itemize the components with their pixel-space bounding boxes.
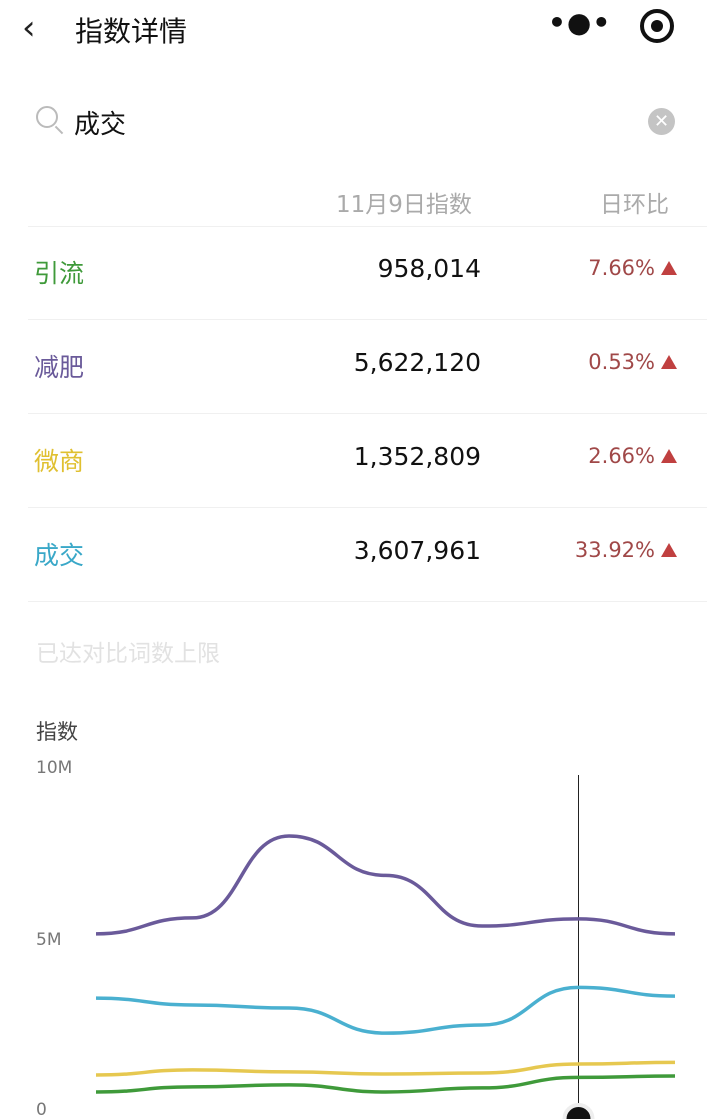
more-dots-icon[interactable]: •●• bbox=[548, 6, 612, 39]
search-icon bbox=[36, 106, 58, 128]
y-axis-label: 指数 bbox=[36, 720, 78, 744]
y-tick-5m: 5M bbox=[36, 930, 62, 950]
up-triangle-icon bbox=[661, 355, 677, 369]
up-triangle-icon bbox=[661, 261, 677, 275]
up-triangle-icon bbox=[661, 449, 677, 463]
column-header-change: 日环比 bbox=[600, 192, 669, 218]
app-header: ‹ 指数详情 •●• bbox=[0, 0, 707, 56]
series-line-0 bbox=[95, 834, 676, 936]
change-value: 2.66% bbox=[588, 444, 655, 468]
change-value: 7.66% bbox=[588, 256, 655, 280]
keyword-row[interactable]: 减肥 5,622,120 0.53% bbox=[28, 320, 707, 414]
y-tick-10m: 10M bbox=[36, 758, 73, 778]
keyword-row[interactable]: 成交 3,607,961 33.92% bbox=[28, 508, 707, 602]
column-header-index: 11月9日指数 bbox=[336, 192, 472, 218]
keyword-row[interactable]: 引流 958,014 7.66% bbox=[28, 226, 707, 320]
change-value: 33.92% bbox=[574, 538, 655, 562]
keyword-row[interactable]: 微商 1,352,809 2.66% bbox=[28, 414, 707, 508]
clear-icon[interactable]: ✕ bbox=[648, 108, 675, 135]
series-line-3 bbox=[95, 1074, 676, 1094]
limit-note: 已达对比词数上限 bbox=[36, 641, 220, 667]
keyword-name: 微商 bbox=[34, 447, 85, 476]
change-value: 0.53% bbox=[588, 350, 655, 374]
index-value: 3,607,961 bbox=[353, 536, 481, 565]
index-value: 5,622,120 bbox=[353, 348, 481, 377]
series-line-2 bbox=[95, 1060, 676, 1077]
cursor-handle[interactable] bbox=[562, 1103, 595, 1119]
keyword-name: 减肥 bbox=[34, 353, 85, 382]
divider bbox=[28, 226, 707, 227]
chevron-left-icon[interactable]: ‹ bbox=[22, 8, 36, 48]
keyword-name: 成交 bbox=[34, 541, 85, 570]
series-line-1 bbox=[95, 985, 676, 1035]
up-triangle-icon bbox=[661, 543, 677, 557]
index-value: 958,014 bbox=[377, 254, 481, 283]
index-value: 1,352,809 bbox=[353, 442, 481, 471]
y-tick-0: 0 bbox=[36, 1100, 47, 1120]
page-title: 指数详情 bbox=[75, 15, 188, 48]
target-icon[interactable] bbox=[640, 9, 674, 43]
search-input[interactable] bbox=[74, 102, 634, 142]
keyword-name: 引流 bbox=[34, 259, 85, 288]
